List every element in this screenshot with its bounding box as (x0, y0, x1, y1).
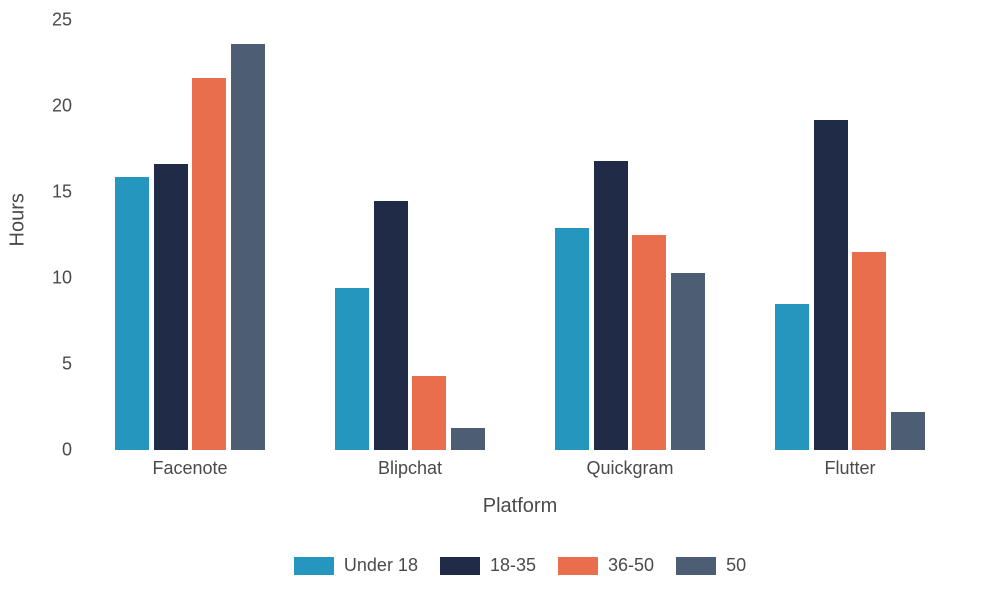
x-tick-label: Blipchat (378, 450, 442, 479)
legend-swatch (294, 557, 334, 575)
bar (154, 164, 188, 450)
legend-item: 50 (676, 555, 746, 576)
legend-swatch (558, 557, 598, 575)
bar (451, 428, 485, 450)
bar (115, 177, 149, 450)
x-tick-label: Facenote (152, 450, 227, 479)
bar (852, 252, 886, 450)
x-tick-label: Quickgram (586, 450, 673, 479)
legend: Under 18 18-35 36-50 50 (80, 555, 960, 576)
bar (594, 161, 628, 450)
legend-swatch (676, 557, 716, 575)
legend-label: Under 18 (344, 555, 418, 576)
bar (632, 235, 666, 450)
legend-item: Under 18 (294, 555, 418, 576)
y-tick-label: 25 (52, 10, 80, 31)
bar (335, 288, 369, 450)
y-tick-label: 5 (62, 354, 80, 375)
bar (775, 304, 809, 450)
bar (814, 120, 848, 450)
legend-item: 18-35 (440, 555, 536, 576)
legend-label: 36-50 (608, 555, 654, 576)
bar (671, 273, 705, 450)
x-tick-label: Flutter (824, 450, 875, 479)
bar (374, 201, 408, 450)
plot-area: 0510152025FacenoteBlipchatQuickgramFlutt… (80, 20, 960, 450)
legend-swatch (440, 557, 480, 575)
bar (231, 44, 265, 450)
y-axis-label: Hours (7, 223, 30, 247)
x-axis-label: Platform (80, 495, 960, 518)
y-tick-label: 10 (52, 268, 80, 289)
y-tick-label: 20 (52, 96, 80, 117)
bar (412, 376, 446, 450)
bar (891, 412, 925, 450)
chart-container: Hours 0510152025FacenoteBlipchatQuickgra… (0, 0, 1000, 600)
bar (192, 78, 226, 450)
bar (555, 228, 589, 450)
legend-label: 18-35 (490, 555, 536, 576)
legend-label: 50 (726, 555, 746, 576)
y-tick-label: 15 (52, 182, 80, 203)
legend-item: 36-50 (558, 555, 654, 576)
y-tick-label: 0 (62, 440, 80, 461)
